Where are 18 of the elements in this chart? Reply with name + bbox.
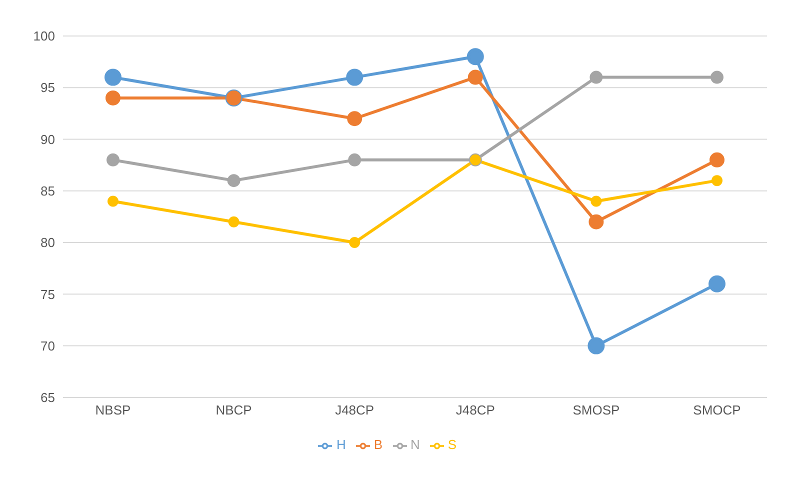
legend-label: S bbox=[448, 437, 457, 452]
x-tick-label: J48CP bbox=[335, 402, 374, 418]
legend-label: B bbox=[374, 437, 382, 452]
y-tick-label: 70 bbox=[40, 338, 55, 354]
y-tick-label: 65 bbox=[40, 390, 55, 406]
y-tick-label: 85 bbox=[40, 184, 55, 199]
legend-label: N bbox=[410, 437, 420, 452]
y-tick-label: 90 bbox=[40, 132, 55, 147]
x-tick-label: NBCP bbox=[216, 402, 252, 418]
y-tick-label: 95 bbox=[40, 80, 55, 96]
x-tick-label: J48CP bbox=[456, 402, 495, 418]
x-tick-label: NBSP bbox=[95, 402, 131, 418]
y-tick-label: 100 bbox=[33, 28, 55, 44]
x-tick-label: SMOSP bbox=[572, 402, 620, 418]
legend-label: H bbox=[336, 437, 346, 452]
y-tick-label: 75 bbox=[40, 286, 55, 302]
y-tick-label: 80 bbox=[40, 235, 55, 250]
x-tick-label: SMOCP bbox=[693, 402, 741, 418]
